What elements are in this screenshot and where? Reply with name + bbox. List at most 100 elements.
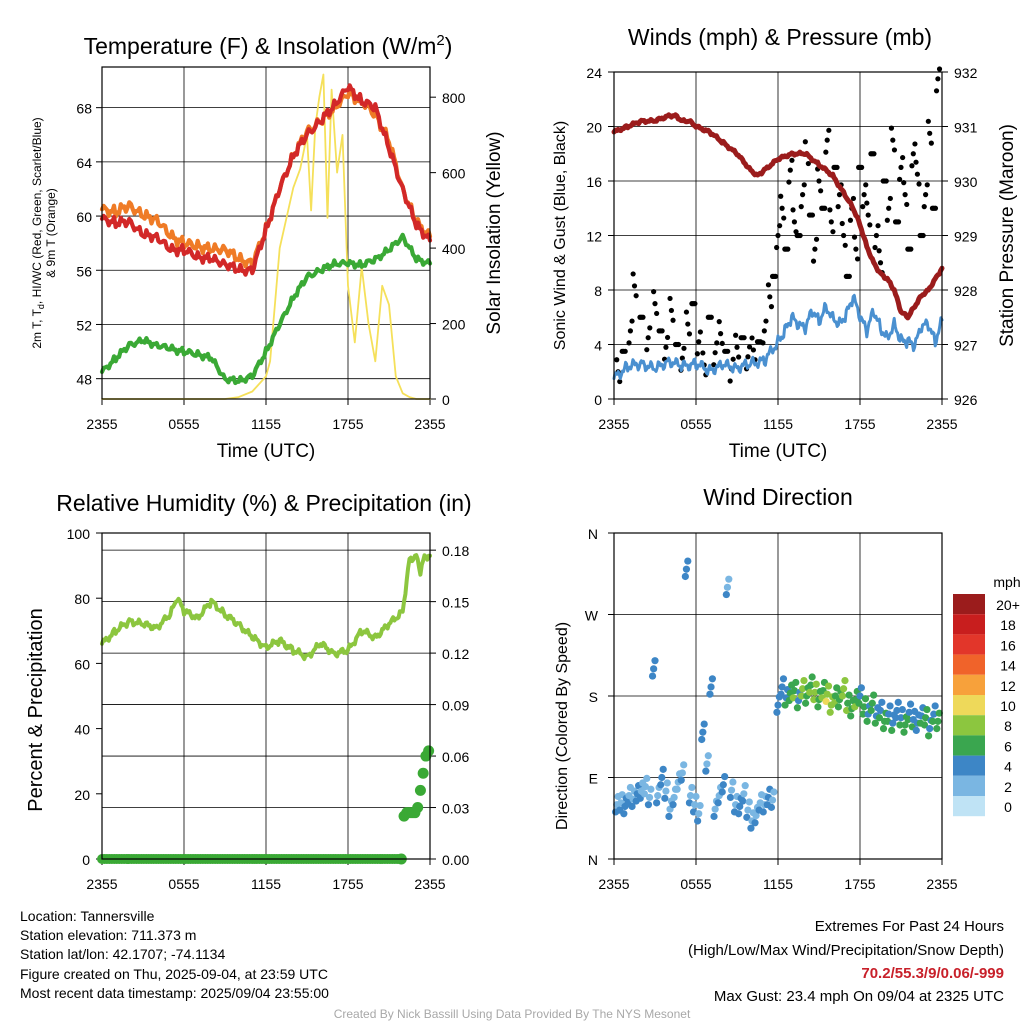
p2-gust-point	[614, 357, 620, 363]
p2-gust-point	[856, 164, 862, 170]
p3-y2tick-label: 0.00	[442, 852, 469, 868]
p2-gust-point	[921, 204, 927, 210]
p4-legend-label: 14	[1000, 658, 1016, 674]
p2-xtick-label: 1755	[844, 416, 875, 432]
p2-pressure-line	[611, 112, 945, 321]
p4-direction-point	[722, 590, 730, 599]
p4-direction-point	[661, 794, 669, 802]
p2-y2tick-label: 926	[954, 392, 978, 408]
p2-gust-point	[860, 204, 866, 210]
p4-direction-point	[933, 725, 941, 733]
p3-y2tick-label: 0.15	[442, 595, 469, 611]
p4-direction-point	[790, 686, 799, 695]
p3-xtick-label: 2355	[414, 876, 445, 892]
p4-direction-point	[834, 703, 843, 711]
p1-xtick-label: 2355	[414, 416, 445, 432]
p4-direction-point	[867, 706, 875, 715]
p2-gust-point	[782, 246, 788, 252]
p4-ytick-label: S	[589, 689, 598, 705]
p2-ytick-label: 4	[594, 338, 602, 354]
p4-direction-point	[860, 703, 868, 711]
p2-gust-point	[863, 182, 869, 188]
p2-gust-point	[779, 205, 785, 211]
p2-gust-point	[663, 344, 669, 350]
p4-direction-point	[870, 691, 878, 699]
p4-direction-point	[719, 781, 727, 789]
p1-y2tick-label: 600	[442, 166, 466, 182]
p4-direction-point	[800, 677, 808, 685]
p4-direction-point	[897, 714, 905, 722]
p2-gust-point	[875, 223, 881, 229]
p4-direction-point	[879, 725, 888, 733]
p4-direction-point	[723, 583, 732, 591]
p4-direction-point	[700, 720, 708, 728]
p2-gust-point	[749, 335, 755, 341]
p2-gust-point	[876, 248, 882, 254]
p2-gust-point	[787, 167, 793, 173]
p1-xtick-label: 1755	[332, 416, 363, 432]
p4-direction-point	[774, 701, 782, 709]
p4-direction-point	[797, 692, 806, 700]
p4-direction-point	[840, 685, 848, 693]
p4-direction-point	[706, 690, 714, 698]
p2-xtick-label: 1155	[763, 416, 793, 432]
extremes-title: Extremes For Past 24 Hours	[814, 918, 1004, 935]
p2-gust-point	[679, 355, 685, 361]
p4-direction-point	[777, 690, 785, 698]
p4-direction-point	[812, 680, 820, 688]
p3-y2tick-label: 0.06	[442, 749, 469, 765]
p2-gust-point	[696, 339, 702, 345]
p2-ytick-label: 8	[594, 283, 602, 299]
p4-direction-point	[658, 773, 666, 782]
p2-gust-point	[637, 314, 643, 320]
p4-legend-label: 12	[1000, 678, 1016, 694]
p2-gust-point	[775, 232, 781, 239]
p2-gust-point	[794, 232, 800, 239]
p1-2m-temp-line	[99, 83, 433, 277]
p2-y2tick-label: 932	[954, 65, 978, 81]
p4-direction-point	[657, 781, 665, 789]
p2-gust-point	[619, 348, 625, 354]
p2-gust-point	[689, 301, 695, 307]
p4-direction-point	[929, 717, 937, 725]
p4-direction-point	[710, 812, 718, 821]
p2-gust-point	[913, 159, 919, 165]
p3-precip-point	[423, 745, 435, 757]
p2-gust-point	[813, 236, 820, 242]
p2-gust-point	[910, 151, 916, 157]
p4-direction-point	[768, 796, 777, 804]
p2-gust-point	[868, 151, 874, 157]
p2-gust-point	[716, 319, 722, 325]
p4-legend-label: 10	[1000, 698, 1016, 714]
p2-gust-point	[633, 293, 639, 299]
p4-direction-point	[662, 787, 670, 795]
p2-gust-point	[929, 205, 936, 211]
p2-gust-point	[924, 182, 930, 188]
p4-direction-point	[726, 793, 735, 802]
p3-y2tick-label: 0.12	[442, 646, 469, 662]
p2-gust-point	[928, 140, 934, 146]
p3-xtick-label: 2355	[86, 876, 117, 892]
figure-created: Figure created on Thu, 2025-09-04, at 23…	[20, 966, 328, 982]
p4-direction-point	[808, 673, 816, 681]
p2-gust-point	[768, 304, 775, 310]
p4-direction-point	[859, 710, 867, 718]
p4-direction-point	[934, 717, 942, 725]
p2-gust-point	[897, 176, 903, 182]
p2-gust-point	[909, 163, 915, 169]
p2-gust-point	[888, 125, 895, 131]
p3-title: Relative Humidity (%) & Precipitation (i…	[56, 490, 471, 516]
p4-xtick-label: 1755	[844, 876, 875, 892]
p4-direction-point	[688, 783, 696, 792]
p4-direction-point	[729, 778, 737, 786]
p4-direction-point	[807, 681, 815, 689]
p2-ytick-label: 12	[586, 229, 602, 245]
p2-gust-point	[898, 164, 904, 170]
p4-direction-point	[889, 719, 897, 727]
p4-direction-point	[644, 801, 653, 809]
p2-gust-point	[617, 378, 623, 385]
p2-gust-point	[823, 149, 829, 155]
p2-gust-point	[681, 345, 687, 351]
p4-direction-point	[811, 688, 819, 696]
p4-xtick-label: 2355	[598, 876, 629, 892]
